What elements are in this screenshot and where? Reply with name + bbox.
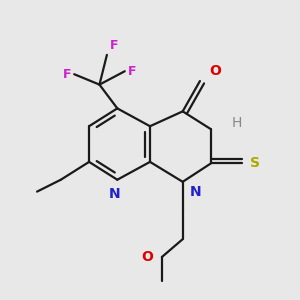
Text: S: S [250,156,260,170]
Text: F: F [63,68,71,81]
Text: N: N [109,187,120,201]
Text: F: F [128,65,136,78]
Text: F: F [110,39,118,52]
Text: N: N [190,185,202,199]
Text: O: O [141,250,153,264]
Text: H: H [232,116,242,130]
Text: O: O [209,64,221,78]
